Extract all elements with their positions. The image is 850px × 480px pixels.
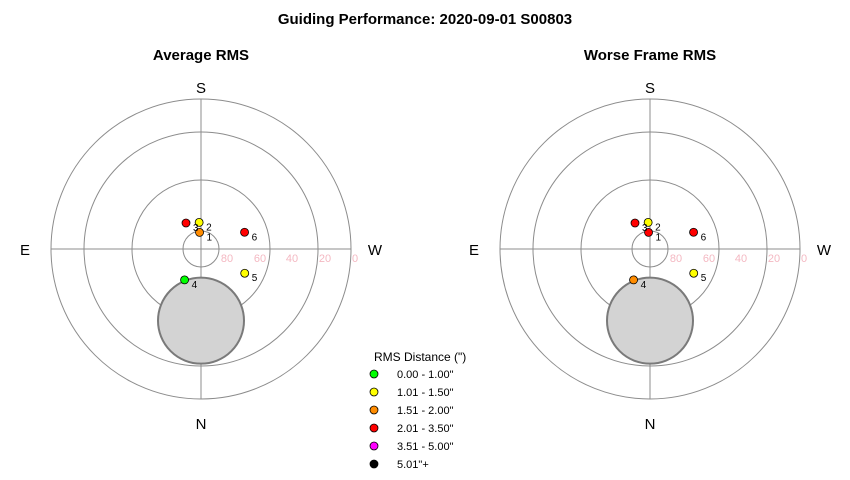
direction-label-south: S [196,80,206,97]
data-point-6 [240,227,249,237]
altitude-tick-label: 80 [221,253,233,265]
direction-label-south: S [645,80,655,97]
data-point-3 [181,218,191,228]
chart-title: Guiding Performance: 2020-09-01 S00803 [278,11,572,28]
direction-label-north: N [196,416,207,433]
legend-item-label: 1.01 - 1.50" [397,387,454,399]
altitude-tick-label: 0 [352,253,358,265]
moon-disc [157,276,245,365]
legend-item-label: 5.01"+ [397,459,429,471]
data-point-2 [194,217,204,227]
legend-swatch [369,369,379,379]
legend-item-label: 1.51 - 2.00" [397,405,454,417]
altitude-tick-label: 40 [735,253,747,265]
moon-disc [606,276,694,365]
direction-label-east: E [20,242,30,259]
point-label-5: 5 [701,273,707,284]
data-point-5 [240,268,250,278]
direction-label-west: W [368,242,383,259]
point-label-1: 1 [207,232,213,243]
legend-swatch [369,387,379,397]
data-point-5 [689,268,699,278]
point-label-3: 3 [642,223,648,234]
point-label-2: 2 [655,222,661,233]
direction-label-east: E [469,242,479,259]
point-label-4: 4 [192,280,198,291]
data-point-1 [644,227,653,237]
legend-swatch [369,423,379,433]
data-point-6 [689,227,698,237]
polar-plot-1: Average RMS 80 60 40 20 0 S N E W 123 4 5 6 [20,47,383,433]
altitude-tick-label: 60 [254,253,266,265]
point-label-4: 4 [641,280,647,291]
data-point-1 [195,227,204,237]
altitude-tick-label: 0 [801,253,807,265]
altitude-tick-label: 20 [319,253,331,265]
legend-swatch [369,459,379,469]
data-point-3 [630,218,640,228]
altitude-tick-label: 80 [670,253,682,265]
altitude-tick-label: 20 [768,253,780,265]
plot-subtitle: Average RMS [153,47,249,64]
legend-item-label: 2.01 - 3.50" [397,423,454,435]
data-point-2 [643,217,653,227]
legend-item-label: 0.00 - 1.00" [397,369,454,381]
altitude-tick-label: 40 [286,253,298,265]
legend-item-label: 3.51 - 5.00" [397,441,454,453]
legend-swatch [369,441,379,451]
direction-label-north: N [645,416,656,433]
point-label-1: 1 [656,232,662,243]
plot-subtitle: Worse Frame RMS [584,47,716,64]
point-label-6: 6 [701,232,707,243]
legend-swatch [369,405,379,415]
altitude-tick-label: 60 [703,253,715,265]
point-label-5: 5 [252,273,258,284]
legend-title: RMS Distance (") [374,350,466,364]
point-label-3: 3 [193,223,199,234]
data-point-4 [180,275,189,285]
legend: RMS Distance (") 0.00 - 1.00" 1.01 - 1.50… [369,350,466,471]
data-point-4 [629,275,638,285]
direction-label-west: W [817,242,832,259]
point-label-2: 2 [206,222,212,233]
point-label-6: 6 [252,232,258,243]
polar-plot-2: Worse Frame RMS 80 60 40 20 0 S N E W 123 4 5 6 [469,47,832,433]
